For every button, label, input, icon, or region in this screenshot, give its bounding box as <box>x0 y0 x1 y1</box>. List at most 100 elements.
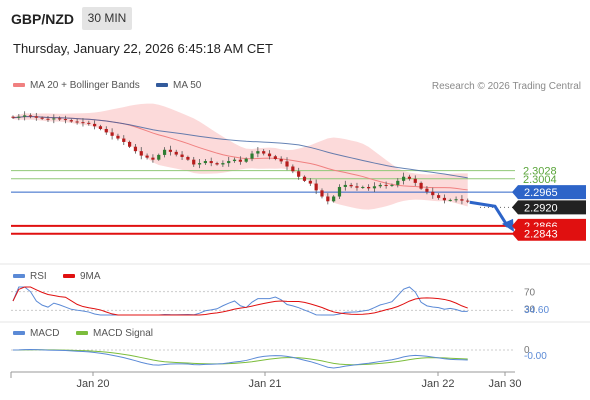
candle-body <box>367 186 371 189</box>
time-axis: Jan 20 Jan 21 Jan 22 Jan 30 <box>0 263 590 390</box>
candle-body <box>133 146 138 152</box>
price-tag-current <box>512 200 586 215</box>
candle-body <box>337 186 342 197</box>
candle-body <box>162 149 167 155</box>
candle-body <box>40 117 44 119</box>
candle-body <box>302 176 307 181</box>
legend-macd-signal-label: MACD Signal <box>93 328 154 339</box>
candle-body <box>203 161 207 164</box>
ma50-swatch <box>156 83 168 88</box>
candle-body <box>267 153 272 157</box>
macd-zero-label: 0 <box>524 345 530 356</box>
macd-signal-swatch <box>76 331 88 336</box>
candle-body <box>128 141 132 147</box>
candle-body <box>314 183 318 191</box>
forecast-arrowhead <box>502 218 514 232</box>
rsi-current-value: 34.60 <box>524 305 549 316</box>
candle-body <box>58 118 62 120</box>
price-label-target-2: 2.2843 <box>524 229 558 241</box>
timeframe-badge[interactable]: 30 MIN <box>82 7 132 30</box>
candle-body <box>87 122 91 124</box>
legend-macd-signal: MACD Signal <box>76 328 153 339</box>
candle-body <box>168 149 173 152</box>
candle-body <box>326 196 330 202</box>
candle-body <box>52 118 56 120</box>
legend-rsi-ma-label: 9MA <box>80 271 101 282</box>
candle-body <box>145 155 149 158</box>
candle-body <box>378 184 382 187</box>
symbol-title: GBP/NZD <box>11 11 74 27</box>
candle-body <box>69 120 73 122</box>
price-tag-pivot <box>512 185 586 200</box>
price-label-current: 2.2920 <box>524 202 558 214</box>
ma50-line <box>12 116 468 179</box>
price-label-pivot: 2.2965 <box>524 187 558 199</box>
datetime-label: Thursday, January 22, 2026 6:45:18 AM CE… <box>13 41 273 56</box>
candle-body <box>297 171 301 177</box>
forecast-arrow <box>469 200 510 228</box>
candle-body <box>308 180 312 184</box>
candle-body <box>285 161 289 167</box>
legend-ma50: MA 50 <box>156 80 201 91</box>
legend-ma50-label: MA 50 <box>173 80 202 91</box>
candle-body <box>75 121 79 123</box>
candle-body <box>34 116 38 118</box>
candle-body <box>390 184 394 186</box>
candle-body <box>396 180 400 185</box>
candle-body <box>81 122 85 124</box>
candle-body <box>93 123 97 127</box>
candle-body <box>122 138 126 142</box>
candles-group <box>11 111 470 205</box>
candle-body <box>139 151 143 156</box>
candle-body <box>343 184 347 187</box>
rsi-swatch <box>13 274 25 279</box>
candle-body <box>425 188 429 192</box>
legend-rsi-ma: 9MA <box>63 271 101 282</box>
candle-body <box>320 190 324 197</box>
candle-body <box>180 154 184 157</box>
macd-current-value: -0.00 <box>524 351 547 362</box>
candle-body <box>413 178 417 183</box>
candle-body <box>349 184 353 187</box>
candle-body <box>46 118 50 120</box>
candle-body <box>186 156 190 160</box>
candle-body <box>157 154 161 160</box>
candle-body <box>197 163 202 165</box>
candle-body <box>361 186 365 188</box>
x-tick-label: Jan 22 <box>421 378 454 390</box>
x-tick-label: Jan 20 <box>76 378 109 390</box>
candle-body <box>279 159 283 162</box>
candle-body <box>419 182 423 189</box>
candle-body <box>256 151 260 154</box>
candle-body <box>215 163 219 165</box>
x-tick-label: Jan 30 <box>488 378 521 390</box>
rsi-label-30: 30 <box>524 304 536 315</box>
research-credit: Research © 2026 Trading Central <box>431 81 581 92</box>
rsi-ma-swatch <box>63 274 75 279</box>
candle-body <box>372 186 377 189</box>
candle-body <box>110 132 114 136</box>
candle-body <box>23 115 27 117</box>
candle-body <box>11 116 15 118</box>
candle-body <box>466 200 470 202</box>
candle-body <box>355 186 359 188</box>
candle-body <box>448 199 452 201</box>
ma20-swatch <box>13 83 25 88</box>
candle-body <box>192 159 196 165</box>
candle-body <box>232 159 237 162</box>
candle-body <box>250 153 254 159</box>
candle-body <box>221 163 225 165</box>
price-label-resistance-1: 2.3004 <box>523 174 557 186</box>
candle-body <box>244 158 248 162</box>
rsi-label-70: 70 <box>524 288 536 299</box>
legend-macd-label: MACD <box>30 328 60 339</box>
macd-swatch <box>13 331 25 336</box>
candle-body <box>442 197 447 201</box>
candle-body <box>436 195 441 198</box>
candle-body <box>104 128 108 133</box>
candle-body <box>407 176 412 179</box>
candle-body <box>332 196 336 202</box>
price-label-resistance-2: 2.3028 <box>523 166 557 178</box>
